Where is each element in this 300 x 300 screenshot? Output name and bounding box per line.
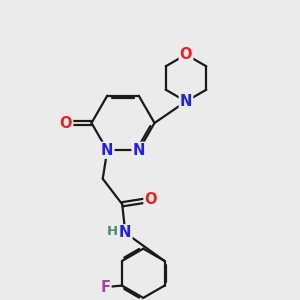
Text: N: N <box>101 143 113 158</box>
Text: H: H <box>107 225 118 238</box>
Text: N: N <box>133 143 145 158</box>
Text: O: O <box>180 47 192 62</box>
Text: N: N <box>119 225 131 240</box>
Text: O: O <box>145 192 157 207</box>
Text: N: N <box>180 94 192 109</box>
Text: F: F <box>100 280 110 295</box>
Text: O: O <box>60 116 72 130</box>
